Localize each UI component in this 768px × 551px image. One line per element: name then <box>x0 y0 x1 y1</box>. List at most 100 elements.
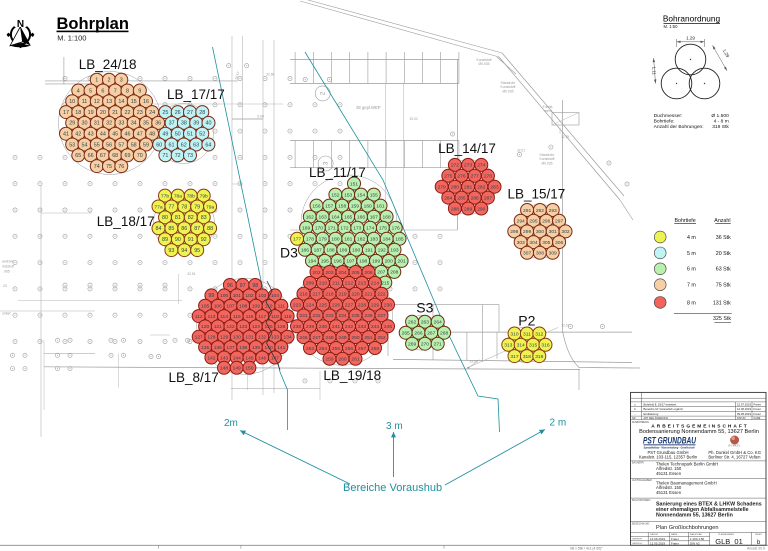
svg-text:163: 163 <box>319 215 327 221</box>
svg-text:DATUM: DATUM <box>650 533 658 536</box>
svg-text:266: 266 <box>414 331 422 337</box>
svg-text:Thelen Technopark Berlin GmbH: Thelen Technopark Berlin GmbH <box>656 462 718 467</box>
svg-text:258: 258 <box>371 346 379 352</box>
svg-text:140: 140 <box>265 345 273 351</box>
svg-text:74: 74 <box>94 164 100 170</box>
svg-text:77b: 77b <box>161 193 169 199</box>
svg-text:ment: ment <box>544 109 552 113</box>
svg-text:3: 3 <box>120 78 123 84</box>
svg-text:N: N <box>17 19 24 30</box>
svg-text:2m: 2m <box>224 418 238 429</box>
svg-text:27: 27 <box>187 110 193 116</box>
svg-text:50: 50 <box>175 132 181 138</box>
svg-text:172: 172 <box>340 226 348 232</box>
svg-text:44: 44 <box>100 132 106 138</box>
svg-text:261: 261 <box>351 357 359 363</box>
svg-text:102: 102 <box>245 293 253 299</box>
svg-text:164: 164 <box>331 215 339 221</box>
svg-text:309: 309 <box>549 251 557 257</box>
svg-text:c: c <box>634 402 636 406</box>
svg-text:263: 263 <box>421 320 429 326</box>
svg-text:47: 47 <box>137 132 143 138</box>
svg-text:83: 83 <box>201 215 207 221</box>
svg-text:10.41°: 10.41° <box>234 70 240 81</box>
svg-text:295: 295 <box>529 219 537 225</box>
svg-text:21: 21 <box>112 110 118 116</box>
svg-text:213: 213 <box>358 281 366 287</box>
svg-text:86: 86 <box>181 226 187 232</box>
svg-text:253: 253 <box>306 346 314 352</box>
svg-text:310: 310 <box>510 331 518 337</box>
svg-text:189: 189 <box>339 248 347 254</box>
svg-text:10: 10 <box>69 99 75 105</box>
svg-text:33.00: 33.00 <box>470 359 478 363</box>
svg-text:200: 200 <box>385 259 393 265</box>
svg-text:211: 211 <box>332 281 340 287</box>
svg-text:1.11: 1.11 <box>651 66 657 75</box>
svg-text:79: 79 <box>194 204 200 210</box>
svg-text:296: 296 <box>542 219 550 225</box>
svg-text:78a: 78a <box>174 193 182 199</box>
svg-text:95: 95 <box>194 248 200 254</box>
svg-text:97: 97 <box>240 283 246 289</box>
svg-text:233: 233 <box>325 313 333 319</box>
svg-text:226: 226 <box>332 302 340 308</box>
svg-text:109: 109 <box>252 304 260 310</box>
svg-text:25: 25 <box>162 110 168 116</box>
svg-text:4 m: 4 m <box>687 235 696 241</box>
svg-text:LB_19/18: LB_19/18 <box>323 368 381 383</box>
svg-text:290: 290 <box>477 206 485 212</box>
svg-text:284: 284 <box>444 195 452 201</box>
svg-text:Bohranordnung: Bohranordnung <box>663 14 721 24</box>
svg-text:148: 148 <box>220 366 228 372</box>
svg-text:123: 123 <box>239 324 247 330</box>
svg-text:249: 249 <box>338 335 346 341</box>
svg-text:90: 90 <box>175 237 181 243</box>
svg-text:75: 75 <box>106 164 112 170</box>
svg-text:131 Stk: 131 Stk <box>713 300 731 306</box>
svg-text:139: 139 <box>252 345 260 351</box>
svg-text:241: 241 <box>332 324 340 330</box>
svg-text:61: 61 <box>169 142 175 148</box>
svg-text:104: 104 <box>271 293 279 299</box>
svg-text:216: 216 <box>299 292 307 298</box>
svg-text:294: 294 <box>517 219 525 225</box>
svg-text:185: 185 <box>395 237 403 243</box>
svg-text:DATUM: DATUM <box>737 417 745 420</box>
svg-text:Kunststoff: Kunststoff <box>539 157 554 161</box>
svg-text:LB_11/17: LB_11/17 <box>309 165 366 180</box>
svg-text:103: 103 <box>258 293 266 299</box>
svg-text:54: 54 <box>82 142 88 148</box>
svg-text:128: 128 <box>207 335 215 341</box>
svg-text:111: 111 <box>278 304 286 310</box>
svg-text:126: 126 <box>277 324 285 330</box>
svg-text:87: 87 <box>194 226 200 232</box>
svg-text:59: 59 <box>143 142 149 148</box>
svg-text:M. 1:50: M. 1:50 <box>664 24 679 29</box>
svg-text:Standrohr: Standrohr <box>501 81 517 85</box>
svg-text:56: 56 <box>106 142 112 148</box>
svg-text:S3: S3 <box>416 300 433 316</box>
svg-text:302: 302 <box>561 229 569 235</box>
svg-text:270: 270 <box>421 342 429 348</box>
svg-text:45: 45 <box>112 132 118 138</box>
svg-text:293: 293 <box>549 208 557 214</box>
svg-text:279: 279 <box>438 185 446 191</box>
svg-text:Funda-: Funda- <box>543 105 554 109</box>
svg-text:69: 69 <box>125 153 131 159</box>
svg-text:257: 257 <box>358 346 366 352</box>
svg-text:271: 271 <box>434 342 442 348</box>
svg-text:1.29: 1.29 <box>686 36 695 41</box>
svg-text:77a: 77a <box>154 204 162 210</box>
svg-text:197: 197 <box>346 259 354 265</box>
svg-text:Ø0.035: Ø0.035 <box>502 89 513 93</box>
svg-text:221: 221 <box>364 292 372 298</box>
svg-text:29: 29 <box>69 121 75 127</box>
svg-text:131: 131 <box>245 335 253 341</box>
svg-text:30: 30 <box>82 121 88 127</box>
svg-text:143: 143 <box>220 355 228 361</box>
svg-text:210: 210 <box>319 281 327 287</box>
svg-text:12.05.2019: 12.05.2019 <box>650 541 665 545</box>
svg-text:BAUVORHABEN: BAUVORHABEN <box>632 499 651 502</box>
svg-text:215: 215 <box>381 280 389 286</box>
